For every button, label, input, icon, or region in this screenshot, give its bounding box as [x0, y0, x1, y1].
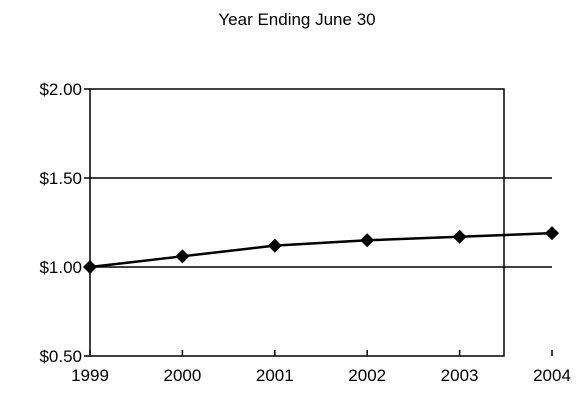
chart-title: Year Ending June 30: [218, 10, 375, 29]
x-tick-label: 2004: [533, 366, 571, 385]
x-tick-label: 2000: [163, 366, 201, 385]
data-point-marker: [545, 226, 559, 241]
y-tick-label: $1.50: [39, 169, 82, 188]
data-point-marker: [267, 238, 282, 253]
x-tick-label: 2002: [348, 366, 386, 385]
x-tick-label: 2001: [256, 366, 294, 385]
x-axis-ticks: 1999 2000 2001 2002 2003 2004: [71, 350, 571, 385]
data-point-marker: [175, 249, 190, 264]
data-point-marker: [360, 233, 375, 248]
data-point-marker: [83, 260, 97, 274]
series-line: [89, 231, 553, 269]
x-tick-label: 2003: [441, 366, 479, 385]
y-axis-ticks: $2.00 $1.50 $1.00 $0.50: [39, 80, 90, 366]
gridlines: [90, 177, 552, 268]
y-tick-label: $2.00: [39, 80, 82, 99]
x-tick-label: 1999: [71, 366, 109, 385]
data-point-marker: [452, 229, 467, 244]
y-tick-label: $1.00: [39, 258, 82, 277]
plot-area-frame: [89, 88, 505, 357]
y-tick-label: $0.50: [39, 347, 82, 366]
series-layer: [83, 226, 559, 274]
